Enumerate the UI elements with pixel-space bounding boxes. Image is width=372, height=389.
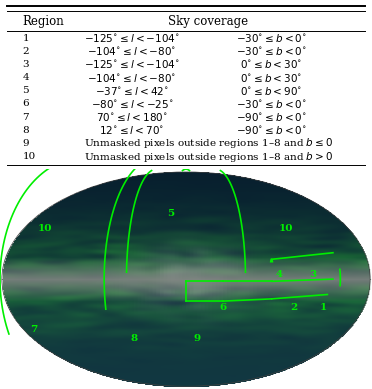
- Text: Unmasked pixels outside regions 1–8 and $b > 0$: Unmasked pixels outside regions 1–8 and …: [84, 149, 333, 163]
- Text: 8: 8: [130, 334, 138, 343]
- Text: $0^{\circ} \leq b < 30^{\circ}$: $0^{\circ} \leq b < 30^{\circ}$: [240, 58, 303, 70]
- Text: 4: 4: [275, 270, 283, 279]
- Text: 9: 9: [22, 139, 29, 148]
- Text: 4: 4: [22, 73, 29, 82]
- Text: $-30^{\circ} \leq b < 0^{\circ}$: $-30^{\circ} \leq b < 0^{\circ}$: [236, 45, 307, 57]
- Text: $-90^{\circ} \leq b < 0^{\circ}$: $-90^{\circ} \leq b < 0^{\circ}$: [236, 124, 307, 136]
- Text: 10: 10: [38, 224, 52, 233]
- Text: 7: 7: [30, 325, 37, 334]
- Text: $-30^{\circ} \leq b < 0^{\circ}$: $-30^{\circ} \leq b < 0^{\circ}$: [236, 98, 307, 110]
- Text: 3: 3: [309, 270, 316, 279]
- Text: 10: 10: [279, 224, 294, 233]
- Text: $-104^{\circ} \leq l < -80^{\circ}$: $-104^{\circ} \leq l < -80^{\circ}$: [87, 45, 177, 57]
- Text: $-90^{\circ} \leq b < 0^{\circ}$: $-90^{\circ} \leq b < 0^{\circ}$: [236, 111, 307, 123]
- Text: 7: 7: [22, 112, 29, 121]
- Text: $-104^{\circ} \leq l < -80^{\circ}$: $-104^{\circ} \leq l < -80^{\circ}$: [87, 72, 177, 84]
- Text: $0^{\circ} \leq b < 30^{\circ}$: $0^{\circ} \leq b < 30^{\circ}$: [240, 72, 303, 84]
- Text: 8: 8: [22, 126, 29, 135]
- Text: $-125^{\circ} \leq l < -104^{\circ}$: $-125^{\circ} \leq l < -104^{\circ}$: [84, 58, 180, 70]
- Text: Region: Region: [22, 15, 64, 28]
- Text: $0^{\circ} \leq b < 90^{\circ}$: $0^{\circ} \leq b < 90^{\circ}$: [240, 85, 303, 97]
- Text: 5: 5: [167, 209, 175, 218]
- Text: 2: 2: [22, 47, 29, 56]
- Text: 5: 5: [22, 86, 29, 95]
- Text: 6: 6: [219, 303, 227, 312]
- Text: Sky coverage: Sky coverage: [168, 15, 248, 28]
- Text: $-30^{\circ} \leq b < 0^{\circ}$: $-30^{\circ} \leq b < 0^{\circ}$: [236, 32, 307, 44]
- Text: $-37^{\circ} \leq l < 42^{\circ}$: $-37^{\circ} \leq l < 42^{\circ}$: [95, 85, 169, 97]
- Text: $12^{\circ} \leq l < 70^{\circ}$: $12^{\circ} \leq l < 70^{\circ}$: [99, 124, 165, 136]
- Text: $70^{\circ} \leq l < 180^{\circ}$: $70^{\circ} \leq l < 180^{\circ}$: [96, 111, 168, 123]
- Text: 10: 10: [22, 152, 36, 161]
- Text: 2: 2: [290, 303, 298, 312]
- Text: 3: 3: [22, 60, 29, 69]
- Text: 1: 1: [320, 303, 327, 312]
- Text: 9: 9: [193, 334, 201, 343]
- Text: Unmasked pixels outside regions 1–8 and $b \leq 0$: Unmasked pixels outside regions 1–8 and …: [84, 137, 333, 151]
- Text: $-80^{\circ} \leq l < -25^{\circ}$: $-80^{\circ} \leq l < -25^{\circ}$: [91, 98, 173, 110]
- Text: 6: 6: [22, 99, 29, 109]
- Text: $-125^{\circ} \leq l < -104^{\circ}$: $-125^{\circ} \leq l < -104^{\circ}$: [84, 32, 180, 44]
- Text: 1: 1: [22, 33, 29, 42]
